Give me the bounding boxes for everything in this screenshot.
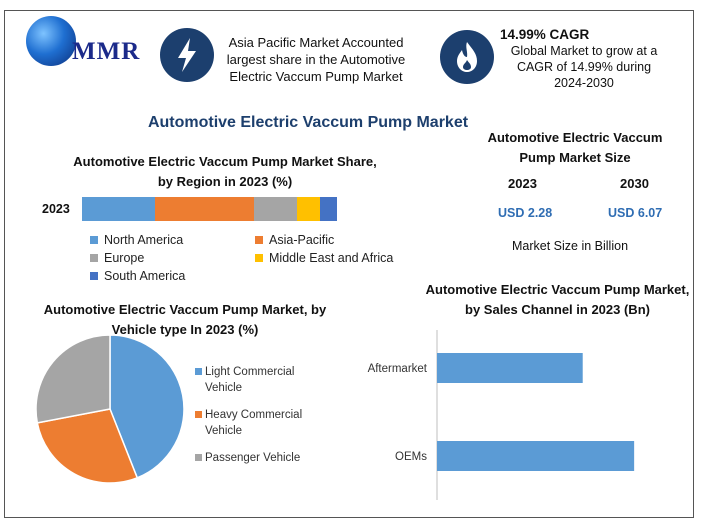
cagr-title: 14.99% CAGR: [500, 27, 590, 42]
legend-swatch: [90, 236, 98, 244]
sales-channel-chart-title: Automotive Electric Vaccum Pump Market, …: [425, 282, 690, 317]
region-stacked-bar: [82, 197, 337, 221]
legend-south-america: South America: [90, 269, 185, 283]
sales-category-label: Aftermarket: [368, 363, 428, 375]
market-size-2030-value: USD 6.07: [608, 206, 663, 220]
legend-swatch: [255, 254, 263, 262]
legend-label: Heavy Commercial Vehicle: [205, 409, 303, 437]
region-bar-segment-south-america: [320, 197, 337, 221]
region-bar-year-label: 2023: [42, 202, 70, 216]
asia-pacific-highlight-text: Asia Pacific Market Accounted largest sh…: [226, 35, 406, 84]
legend-label: Asia-Pacific: [269, 233, 335, 247]
legend-swatch: [195, 454, 202, 461]
year-2023-label: 2023: [508, 176, 537, 191]
globe-logo-icon: [26, 16, 76, 66]
region-bar-segment-asia-pacific: [154, 197, 255, 221]
market-size-2023-value: USD 2.28: [498, 206, 553, 220]
region-chart-title: Automotive Electric Vaccum Pump Market S…: [73, 154, 377, 189]
pie-slice-light-commercial-vehicle: [109, 334, 185, 479]
region-bar-segment-middle-east-and-africa: [297, 197, 321, 221]
legend-label: Passenger Vehicle: [205, 452, 301, 464]
legend-label: North America: [104, 233, 184, 247]
infographic-frame: [4, 10, 694, 518]
legend-label: Middle East and Africa: [269, 251, 394, 265]
legend-europe: Europe: [90, 251, 144, 265]
legend-swatch: [195, 411, 202, 418]
legend-swatch: [255, 236, 263, 244]
legend-middle-east-africa: Middle East and Africa: [255, 251, 393, 265]
region-bar-segment-north-america: [82, 197, 155, 221]
pie-legend-light-commercial: Light Commercial Vehicle: [195, 364, 320, 396]
sales-bar-aftermarket: [437, 353, 583, 383]
sales-category-label: OEMs: [395, 451, 427, 463]
sales-bar-oems: [437, 441, 635, 471]
pie-legend-passenger: Passenger Vehicle: [195, 450, 320, 466]
legend-north-america: North America: [90, 233, 183, 247]
legend-label: Light Commercial Vehicle: [205, 366, 295, 394]
legend-swatch: [90, 272, 98, 280]
pie-slice-heavy-commercial-vehicle: [36, 408, 139, 484]
market-size-title: Automotive Electric Vaccum Pump Market S…: [487, 130, 663, 165]
pie-legend-heavy-commercial: Heavy Commercial Vehicle: [195, 407, 320, 439]
cagr-text: Global Market to grow at a CAGR of 14.99…: [510, 44, 658, 90]
legend-swatch: [90, 254, 98, 262]
pie-slice-passenger-vehicle: [35, 334, 111, 424]
legend-label: South America: [104, 269, 186, 283]
legend-swatch: [195, 368, 202, 375]
year-2030-label: 2030: [620, 176, 649, 191]
lightning-bolt-icon: [160, 28, 214, 82]
legend-asia-pacific: Asia-Pacific: [255, 233, 334, 247]
vehicle-chart-title: Automotive Electric Vaccum Pump Market, …: [43, 302, 327, 337]
legend-label: Europe: [104, 251, 145, 265]
brand-logo-text: MMR: [72, 38, 141, 65]
sales-channel-bar-chart: Aftermarket OEMs: [368, 330, 635, 500]
market-size-note: Market Size in Billion: [512, 239, 629, 253]
vehicle-type-pie-chart: [35, 334, 185, 484]
region-bar-segment-europe: [254, 197, 298, 221]
flame-icon: [440, 30, 494, 84]
main-title: Automotive Electric Vaccum Pump Market: [147, 114, 469, 131]
